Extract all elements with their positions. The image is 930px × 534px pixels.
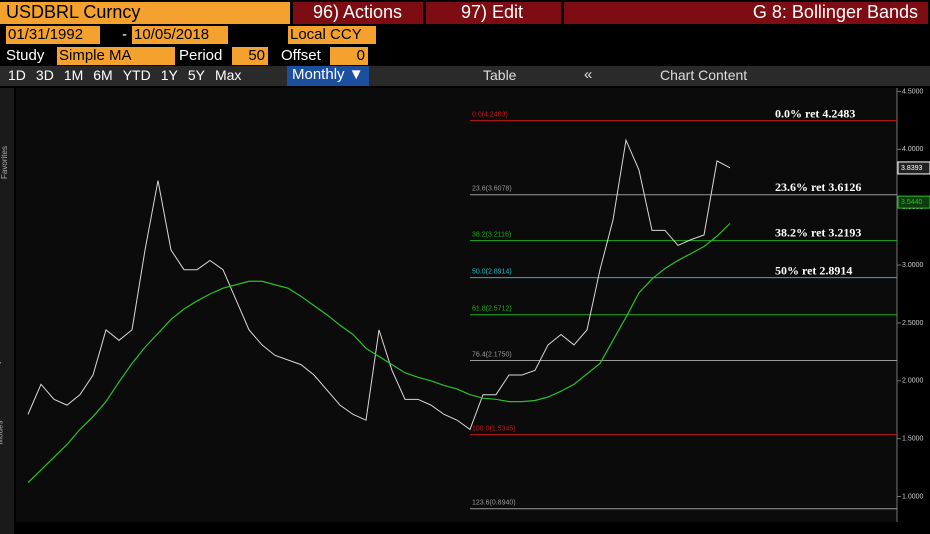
range-button[interactable]: 1M <box>63 67 84 83</box>
y-tick-label: 1.0000 <box>902 493 924 500</box>
frequency[interactable]: Monthly ▼ <box>287 66 369 86</box>
range-button[interactable]: Max <box>214 67 242 83</box>
y-tick-label: 1.5000 <box>902 436 924 443</box>
y-tick-label: 2.5000 <box>902 320 924 327</box>
retracement-annotation: 38.2% ret 3.2193 <box>775 225 861 239</box>
y-tick-label: 4.0000 <box>902 146 924 153</box>
fib-label: 76.4(2.1750) <box>472 351 512 358</box>
range-buttons: 1D 3D 1M 6M YTD 1Y 5Y Max <box>8 67 241 83</box>
y-tick-label: 3.5000 <box>902 204 924 211</box>
fib-label: 38.2(3.2116) <box>472 231 511 238</box>
last-value-label: 3.5440 <box>901 199 923 206</box>
y-tick-label: 4.5000 <box>902 88 924 95</box>
collapse-button[interactable]: « <box>584 66 593 83</box>
last-value-badge <box>897 195 930 209</box>
fib-label: 23.6(3.6078) <box>472 186 512 193</box>
chart-tool[interactable]: Zoom <box>454 89 473 96</box>
chart-tool[interactable]: Track <box>362 89 380 96</box>
series-line <box>27 222 731 484</box>
range-button[interactable]: 6M <box>93 67 113 83</box>
fib-label: 0.0(4.2483) <box>472 111 508 118</box>
retracement-annotation: 23.6% ret 3.6126 <box>775 180 861 194</box>
side-label: Style <box>0 354 1 372</box>
offset-label: Offset <box>281 47 321 64</box>
range-button[interactable]: 1D <box>8 67 26 83</box>
y-tick-label: 2.0000 <box>902 378 924 385</box>
retracement-annotation: 50% ret 2.8914 <box>775 263 852 277</box>
function-title: G 8: Bollinger Bands <box>564 2 928 24</box>
range-button[interactable]: 5Y <box>187 67 205 83</box>
fib-label: 123.6(0.8940) <box>472 500 516 507</box>
chart-tool[interactable]: Annotate <box>389 89 418 96</box>
toolbar <box>0 66 930 86</box>
reset-button[interactable]: Reset <box>467 104 492 111</box>
table-button[interactable]: Table <box>483 67 517 83</box>
range-button[interactable]: 1Y <box>160 67 178 83</box>
edit-menu[interactable]: 97) Edit <box>426 2 561 24</box>
retracement-annotation: 0.0% ret 4.2483 <box>775 106 855 120</box>
offset[interactable]: 0 <box>330 47 368 65</box>
side-label: Favorites <box>0 146 9 179</box>
chart-content-button[interactable]: Chart Content <box>660 67 748 83</box>
start-date[interactable]: 01/31/1992 <box>6 26 100 44</box>
plot-area <box>16 88 897 522</box>
chart-tool[interactable]: News <box>427 89 445 96</box>
end-date[interactable]: 10/05/2018 <box>132 26 228 44</box>
study[interactable]: Simple MA <box>57 47 175 65</box>
currency[interactable]: Local CCY <box>288 26 376 44</box>
side-label: Modes <box>0 420 5 445</box>
y-tick-label: 3.0000 <box>902 262 924 269</box>
range-button[interactable]: YTD <box>122 67 151 83</box>
period-label: Period <box>179 47 223 64</box>
range-button[interactable]: 3D <box>35 67 54 83</box>
actions-menu[interactable]: 96) Actions <box>293 2 423 24</box>
last-value-badge <box>897 161 930 175</box>
fib-label: 61.8(2.5712) <box>472 306 512 313</box>
last-value-label: 3.8393 <box>901 165 923 172</box>
fib-label: 50.0(2.8914) <box>472 268 512 275</box>
side-bar: FavoritesEditStyleModes <box>0 88 14 534</box>
study-label: Study <box>6 47 45 64</box>
series-line <box>27 138 731 431</box>
period[interactable]: 50 <box>232 47 268 65</box>
fib-label: 100.0(1.5345) <box>472 426 516 433</box>
ticker[interactable]: USDBRL Curncy <box>0 2 290 24</box>
chart-tools: Track Annotate News Zoom <box>358 88 477 97</box>
date-dash: - <box>122 26 127 43</box>
